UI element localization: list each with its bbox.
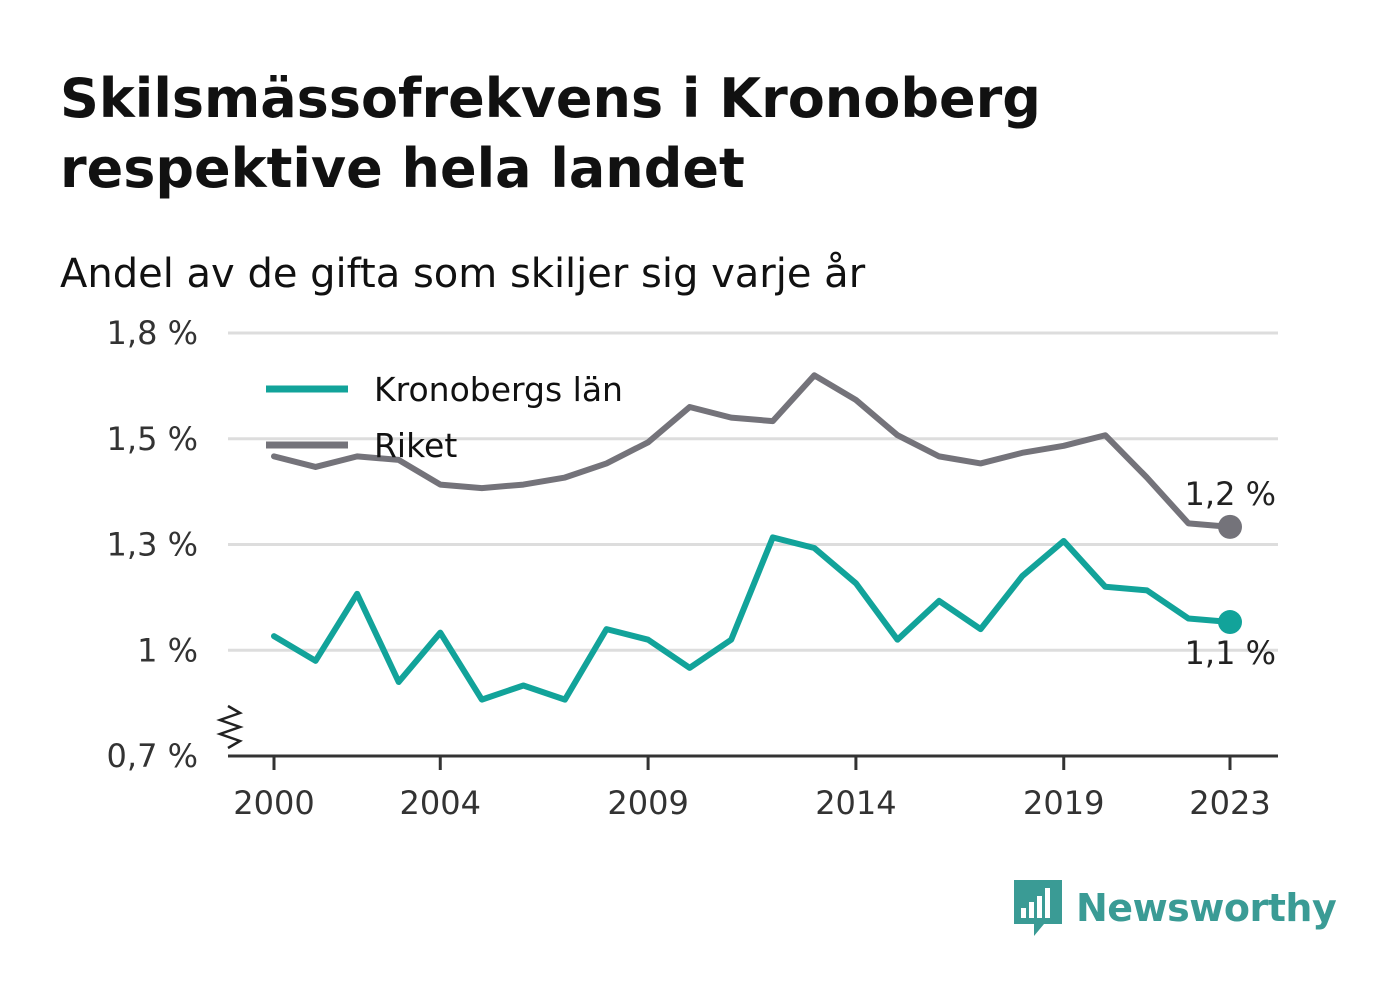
end-labels: 1,2 % 1,1 % — [1185, 475, 1276, 672]
x-tick-label: 2023 — [1189, 784, 1270, 822]
y-tick-label: 0,7 % — [107, 737, 198, 775]
y-tick-label: 1 % — [137, 631, 198, 669]
series-lines — [271, 372, 1242, 703]
x-tick-label: 2019 — [1023, 784, 1104, 822]
x-tick-label: 2004 — [400, 784, 481, 822]
series-end-point — [1218, 610, 1242, 635]
x-tick-label: 2000 — [233, 784, 314, 822]
brand-name: Newsworthy — [1076, 886, 1337, 930]
chart-title: Skilsmässofrekvens i Kronoberg respektiv… — [60, 67, 1041, 200]
x-tick-label: 2009 — [607, 784, 688, 822]
y-tick-label: 1,3 % — [107, 526, 198, 564]
x-tick-label: 2014 — [815, 784, 896, 822]
x-axis — [216, 704, 1278, 758]
series-end-point — [1218, 514, 1242, 539]
brand-logo: Newsworthy — [1012, 878, 1337, 938]
series-line-riket — [271, 372, 1233, 530]
end-label-kronoberg: 1,1 % — [1185, 634, 1276, 672]
y-tick-label: 1,8 % — [107, 314, 198, 352]
legend: Kronobergs län Riket — [266, 370, 623, 465]
bar-chart-speech-icon — [1014, 880, 1062, 936]
chart-subtitle: Andel av de gifta som skiljer sig varje … — [60, 251, 866, 297]
legend-label: Kronobergs län — [374, 370, 623, 409]
end-label-riket: 1,2 % — [1185, 475, 1276, 513]
axis-break-icon — [216, 704, 244, 750]
legend-label: Riket — [374, 426, 457, 465]
y-axis-ticks: 0,7 % 1 % 1,3 % 1,5 % 1,8 % — [107, 314, 198, 775]
x-axis-ticks: 2000 2004 2009 2014 2019 2023 — [233, 756, 1271, 822]
series-line-kronoberg — [271, 534, 1233, 703]
y-tick-label: 1,5 % — [107, 420, 198, 458]
